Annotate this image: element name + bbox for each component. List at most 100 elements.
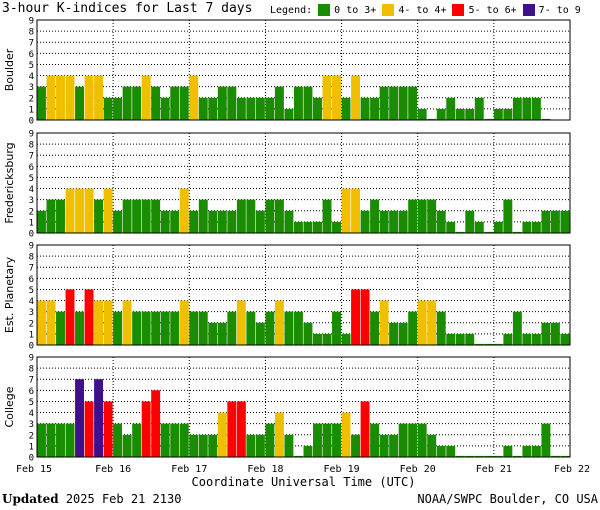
bar	[408, 423, 418, 457]
bar	[208, 322, 218, 345]
bar	[474, 343, 484, 345]
bar	[265, 423, 275, 457]
bar	[293, 221, 303, 233]
bar	[560, 333, 570, 345]
bar	[284, 311, 294, 345]
bar	[94, 379, 104, 457]
y-tick-label: 0	[29, 117, 34, 127]
bar	[436, 210, 446, 233]
bar	[132, 199, 142, 233]
bar	[293, 311, 303, 345]
bar	[189, 210, 199, 233]
y-tick-label: 1	[29, 330, 34, 340]
bar	[503, 445, 513, 457]
updated-label: Updated	[2, 492, 59, 506]
y-tick-label: 1	[29, 105, 34, 115]
bar	[341, 412, 351, 457]
bar	[103, 401, 113, 457]
y-tick-label: 8	[29, 365, 34, 375]
bar	[389, 434, 399, 457]
legend-swatch-green	[318, 4, 331, 16]
bar	[398, 423, 408, 457]
bar	[170, 210, 180, 233]
y-tick-label: 2	[29, 94, 34, 104]
bar	[332, 221, 341, 233]
bar	[284, 108, 294, 120]
bar	[522, 333, 532, 345]
bar	[474, 221, 484, 233]
bar	[455, 231, 465, 233]
legend-item-4-to-4: 4- to 4+	[382, 4, 446, 16]
bar	[379, 210, 389, 233]
y-tick-label: 0	[29, 342, 34, 352]
legend-item-5-to-6: 5- to 6+	[452, 4, 517, 16]
x-tick-label: Feb 16	[95, 464, 131, 475]
bar	[503, 199, 513, 233]
bar	[160, 97, 170, 120]
y-tick-label: 6	[29, 50, 34, 60]
bar	[550, 455, 560, 457]
bar	[332, 423, 341, 457]
bar	[370, 199, 380, 233]
bar	[217, 412, 227, 457]
bar	[313, 221, 322, 233]
bar	[541, 118, 551, 120]
bar	[370, 423, 380, 457]
x-tick-label: Feb 19	[324, 464, 360, 475]
bar	[484, 231, 494, 233]
bar	[389, 322, 399, 345]
panel-frame	[36, 244, 571, 346]
bar	[37, 210, 46, 233]
bar	[351, 434, 361, 457]
bar	[227, 210, 237, 233]
bar	[417, 108, 427, 120]
y-tick-label: 6	[29, 163, 34, 173]
bar	[75, 86, 84, 120]
bar	[322, 423, 332, 457]
bar	[503, 333, 513, 345]
bar	[313, 333, 322, 345]
bar	[531, 221, 541, 233]
bar	[37, 423, 46, 457]
bar	[113, 210, 123, 233]
y-tick-label: 1	[29, 442, 34, 452]
y-tick-label: 6	[29, 275, 34, 285]
bar	[274, 300, 284, 345]
bar	[341, 333, 351, 345]
bar	[255, 97, 265, 120]
bar	[46, 423, 56, 457]
bar	[522, 221, 532, 233]
bar	[189, 311, 199, 345]
bar	[246, 434, 256, 457]
chart-title: 3-hour K-indices for Last 7 days	[2, 1, 253, 16]
bar	[303, 221, 313, 233]
bar	[160, 210, 170, 233]
bar	[341, 97, 351, 120]
bar	[322, 333, 332, 345]
y-tick-label: 8	[29, 141, 34, 151]
bar	[541, 423, 551, 457]
bar	[389, 210, 399, 233]
bar	[103, 188, 113, 233]
bar	[65, 423, 75, 457]
bar	[512, 97, 522, 120]
bar	[446, 333, 456, 345]
bar	[493, 455, 503, 457]
panel-label: College	[3, 386, 16, 427]
legend-item-0-to-3: 0 to 3+	[318, 4, 376, 16]
bar	[46, 199, 56, 233]
bar	[141, 401, 151, 457]
bar	[198, 199, 208, 233]
panel-label: Fredericksburg	[3, 142, 16, 223]
bar	[265, 199, 275, 233]
bar	[217, 86, 227, 120]
legend-text: 4- to 4+	[398, 4, 447, 16]
x-tick-label: Feb 22	[554, 464, 590, 475]
bar	[379, 86, 389, 120]
bar	[227, 311, 237, 345]
bar	[465, 455, 475, 457]
x-tick-label: Feb 21	[476, 464, 512, 475]
bar	[455, 455, 465, 457]
legend-text: 7- to 9	[538, 4, 581, 16]
bar	[436, 311, 446, 345]
